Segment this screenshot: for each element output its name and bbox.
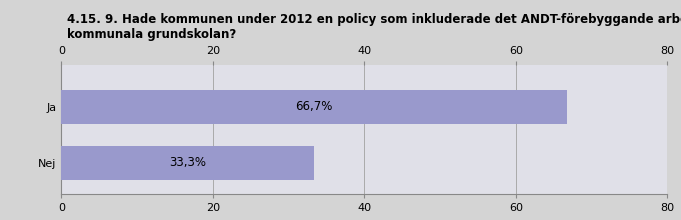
Bar xyxy=(61,90,567,124)
Text: 66,7%: 66,7% xyxy=(296,100,332,113)
Text: 33,3%: 33,3% xyxy=(169,156,206,169)
Text: 4.15. 9. Hade kommunen under 2012 en policy som inkluderade det ANDT-förebyggand: 4.15. 9. Hade kommunen under 2012 en pol… xyxy=(67,13,681,42)
Bar xyxy=(61,146,313,180)
